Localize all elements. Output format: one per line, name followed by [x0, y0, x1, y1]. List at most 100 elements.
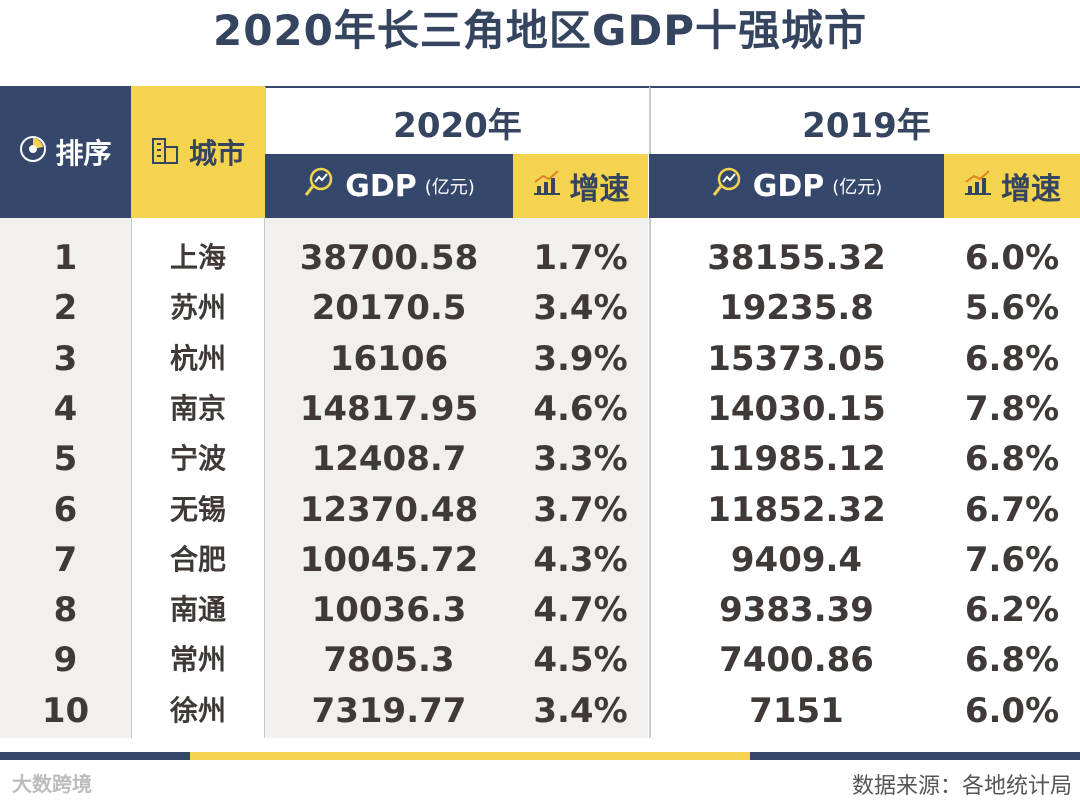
header-year-2020: 2020年: [265, 86, 649, 156]
magnifier-chart-icon: [711, 165, 745, 207]
city-cell: 合肥: [169, 542, 226, 576]
city-cell: 无锡: [169, 492, 226, 526]
city-cell: 南京: [169, 391, 226, 425]
header-rank: 排序: [0, 86, 131, 218]
gdp-2020-cell: 16106: [329, 338, 449, 379]
growth-2020-cell: 3.9%: [533, 338, 628, 379]
growth-2019-cell: 6.7%: [964, 489, 1060, 530]
growth-chart-icon: [532, 168, 562, 204]
rank-cell: 5: [53, 439, 78, 480]
growth-2019-cell: 5.6%: [964, 288, 1060, 329]
rank-cell: 8: [53, 590, 78, 631]
table-row: 6 无锡 12370.48 3.7% 11852.32 6.7%: [0, 485, 1080, 535]
header-growth-2019: 增速: [944, 154, 1080, 218]
chart-circle-icon: [19, 135, 47, 170]
table-row: 7 合肥 10045.72 4.3% 9409.4 7.6%: [0, 535, 1080, 585]
city-cell: 上海: [169, 241, 226, 274]
footer-bar-blue: [0, 752, 190, 760]
table-row: 2 苏州 20170.5 3.4% 19235.8 5.6%: [0, 283, 1080, 333]
header-growth-label: 增速: [569, 172, 630, 207]
growth-2020-cell: 4.6%: [533, 388, 628, 429]
gdp-2020-cell: 12408.7: [311, 439, 467, 480]
growth-2020-cell: 1.7%: [533, 238, 628, 278]
table-row: 8 南通 10036.3 4.7% 9383.39 6.2%: [0, 585, 1080, 635]
gdp-2019-cell: 9409.4: [730, 539, 863, 580]
gdp-2020-cell: 10045.72: [299, 539, 479, 580]
growth-2019-cell: 6.8%: [964, 439, 1060, 480]
header-growth-label: 增速: [1001, 172, 1061, 207]
header-growth-2020: 增速: [513, 154, 648, 218]
table-row: 9 常州 7805.3 4.5% 7400.86 6.8%: [0, 635, 1080, 685]
city-cell: 杭州: [169, 341, 226, 375]
growth-chart-icon: [963, 168, 993, 204]
table-row: 10 徐州 7319.77 3.4% 7151 6.0%: [0, 686, 1080, 736]
city-cell: 宁波: [169, 442, 226, 476]
header-gdp-label: GDP: [345, 168, 417, 204]
header-rank-label: 排序: [55, 137, 112, 170]
growth-2019-cell: 6.0%: [964, 238, 1060, 278]
gdp-2019-cell: 38155.32: [707, 238, 886, 278]
header-gdp-unit: (亿元): [424, 177, 475, 198]
header-gdp-2020: GDP (亿元): [265, 154, 513, 218]
city-cell: 苏州: [169, 291, 226, 325]
header-gdp-2019: GDP (亿元): [649, 154, 944, 218]
growth-2019-cell: 6.0%: [964, 690, 1060, 731]
city-cell: 常州: [169, 643, 226, 677]
gdp-2020-cell: 10036.3: [311, 590, 467, 631]
growth-2020-cell: 4.5%: [533, 640, 628, 681]
col-bg-city: [131, 218, 265, 738]
growth-2020-cell: 4.7%: [533, 590, 628, 631]
city-cell: 徐州: [169, 693, 226, 727]
header-year-2019: 2019年: [649, 86, 1080, 156]
header-city: 城市: [131, 86, 265, 218]
magnifier-chart-icon: [303, 165, 337, 207]
table-row: 5 宁波 12408.7 3.3% 11985.12 6.8%: [0, 434, 1080, 484]
gdp-2020-cell: 38700.58: [299, 238, 479, 278]
gdp-2019-cell: 14030.15: [707, 388, 886, 429]
gdp-2020-cell: 12370.48: [299, 489, 479, 530]
footer-bar-yellow: [190, 752, 750, 760]
gdp-2019-cell: 11985.12: [707, 439, 886, 480]
gdp-2020-cell: 7805.3: [323, 640, 455, 681]
growth-2020-cell: 3.7%: [533, 489, 628, 530]
rank-cell: 6: [53, 489, 78, 530]
building-icon: [151, 133, 181, 172]
gdp-2019-cell: 9383.39: [719, 590, 874, 631]
rank-cell: 3: [53, 338, 78, 379]
gdp-2019-cell: 11852.32: [707, 489, 886, 530]
col-bg-2019: [649, 218, 1080, 738]
gdp-2020-cell: 7319.77: [311, 690, 467, 731]
growth-2020-cell: 3.3%: [533, 439, 628, 480]
growth-2019-cell: 7.6%: [964, 539, 1060, 580]
city-cell: 南通: [169, 593, 226, 627]
gdp-2020-cell: 20170.5: [311, 288, 467, 329]
gdp-2019-cell: 19235.8: [719, 288, 874, 329]
header-gdp-label: GDP: [752, 168, 825, 204]
footer-bar-blue-right: [750, 752, 1080, 760]
gdp-2019-cell: 15373.05: [707, 338, 886, 379]
growth-2019-cell: 7.8%: [964, 388, 1060, 429]
growth-2020-cell: 4.3%: [533, 539, 628, 580]
data-source: 数据来源：各地统计局: [851, 774, 1072, 799]
table-row: 3 杭州 16106 3.9% 15373.05 6.8%: [0, 334, 1080, 384]
header-city-label: 城市: [188, 137, 245, 170]
rank-cell: 10: [41, 690, 90, 731]
growth-2020-cell: 3.4%: [533, 288, 628, 329]
col-bg-rank: [0, 218, 131, 738]
growth-2019-cell: 6.2%: [964, 590, 1060, 631]
gdp-2019-cell: 7400.86: [719, 640, 874, 681]
table-row: 1 上海 38700.58 1.7% 38155.32 6.0%: [0, 233, 1080, 283]
gdp-2019-cell: 7151: [749, 690, 844, 731]
col-bg-2020: [265, 218, 648, 738]
growth-2019-cell: 6.8%: [964, 338, 1060, 379]
rank-cell: 7: [53, 539, 78, 580]
growth-2020-cell: 3.4%: [533, 690, 628, 731]
gdp-table: 排序 城市 2020年 2019年 GDP (亿元) 增速 GDP (亿元) 增…: [0, 86, 1080, 738]
rank-cell: 9: [53, 640, 78, 681]
header-gdp-unit: (亿元): [832, 177, 883, 198]
gdp-2020-cell: 14817.95: [299, 388, 479, 429]
growth-2019-cell: 6.8%: [964, 640, 1060, 681]
page-title: 2020年长三角地区GDP十强城市: [212, 6, 867, 55]
rank-cell: 1: [53, 238, 78, 278]
watermark: 大数跨境: [12, 772, 92, 796]
